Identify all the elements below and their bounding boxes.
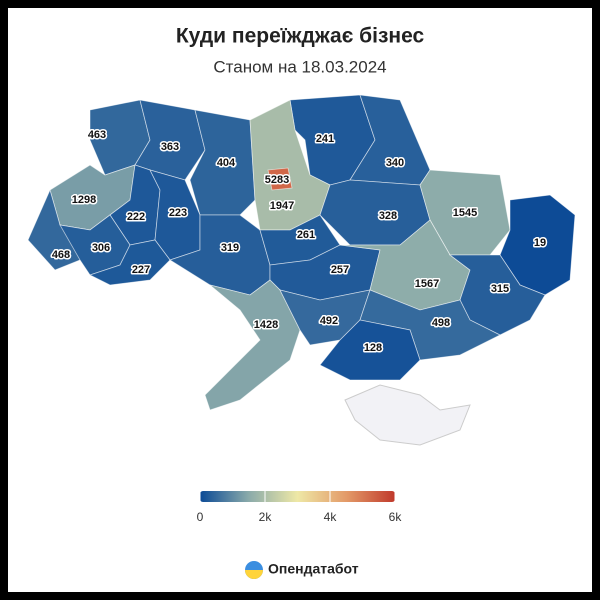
region-label: 315: [491, 283, 509, 295]
region-label: 223: [169, 207, 187, 219]
region-label: 468: [52, 249, 70, 261]
region-label: 1428: [254, 319, 278, 331]
crimea: [344, 384, 471, 446]
region-label: 328: [379, 210, 397, 222]
region-label: 227: [132, 264, 150, 276]
region: [88, 239, 171, 286]
chart-subtitle: Станом на 18.03.2024: [213, 57, 386, 76]
region-label: 241: [316, 133, 334, 145]
colorbar-tick-label: 6k: [389, 510, 403, 524]
region-label: 492: [320, 315, 338, 327]
region-label: 5283: [265, 174, 289, 186]
colorbar-tick-label: 0: [197, 510, 204, 524]
region-label: 128: [364, 342, 382, 354]
region-label: 340: [386, 157, 404, 169]
region: [204, 279, 301, 411]
colorbar-tick-label: 2k: [259, 510, 273, 524]
region-label: 498: [432, 317, 450, 329]
region-label: 1298: [72, 194, 96, 206]
region-label: 306: [92, 242, 110, 254]
colorbar: [200, 491, 395, 502]
region: [267, 167, 293, 191]
brand-logo-half: [245, 570, 263, 579]
region-label: 1545: [453, 207, 477, 219]
region-label: 404: [217, 157, 236, 169]
region-label: 363: [161, 141, 179, 153]
region: [319, 319, 421, 381]
region-label: 222: [127, 211, 145, 223]
region-label: 19: [534, 237, 546, 249]
region-label: 257: [331, 264, 349, 276]
region-label: 1567: [415, 278, 439, 290]
chart-title: Куди переїжджає бізнес: [176, 25, 425, 48]
region: [448, 254, 546, 336]
brand-name: Опендатабот: [268, 561, 359, 577]
region-label: 319: [221, 242, 239, 254]
regions: [27, 94, 576, 446]
region-label: 1947: [270, 200, 294, 212]
region-labels: 463 363 404 241 340 5283 1947 1298 222 223 328 1545…: [50, 127, 547, 355]
colorbar-tick-label: 4k: [324, 510, 338, 524]
region-label: 261: [297, 229, 315, 241]
colorbar-ticks: 0 2k 4k 6k: [197, 491, 403, 524]
region-label: 463: [88, 129, 106, 141]
